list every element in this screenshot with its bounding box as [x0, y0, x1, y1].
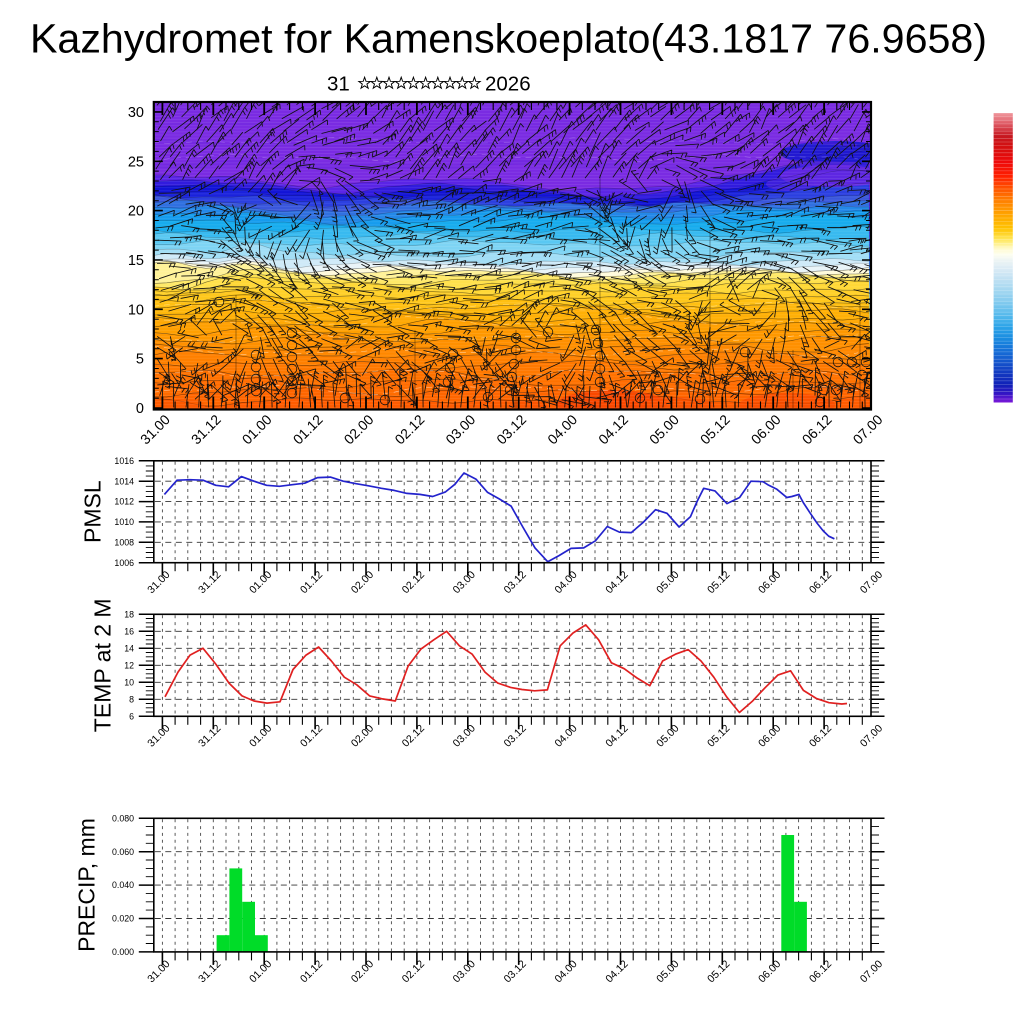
svg-text:07.00: 07.00 [858, 722, 885, 749]
svg-text:20: 20 [128, 204, 144, 220]
svg-text:31.12: 31.12 [196, 569, 223, 596]
svg-text:02.12: 02.12 [391, 411, 427, 447]
svg-text:03.00: 03.00 [451, 958, 478, 985]
svg-text:01.12: 01.12 [298, 569, 325, 596]
svg-text:31: 31 [327, 73, 350, 96]
svg-text:03.00: 03.00 [442, 411, 478, 447]
svg-text:04.00: 04.00 [552, 958, 579, 985]
svg-text:PMSL: PMSL [80, 480, 106, 543]
svg-text:5: 5 [136, 352, 144, 368]
svg-text:04.12: 04.12 [603, 722, 630, 749]
svg-text:03.12: 03.12 [502, 569, 529, 596]
svg-text:01.00: 01.00 [239, 411, 275, 447]
svg-text:10: 10 [128, 302, 144, 318]
svg-text:06.00: 06.00 [756, 569, 783, 596]
svg-text:16: 16 [124, 626, 134, 636]
svg-text:31.00: 31.00 [145, 722, 172, 749]
svg-text:6: 6 [129, 711, 134, 721]
svg-text:8: 8 [129, 694, 134, 704]
svg-text:04.00: 04.00 [552, 722, 579, 749]
svg-text:0.080: 0.080 [112, 813, 134, 823]
svg-text:05.00: 05.00 [654, 722, 681, 749]
svg-text:02.00: 02.00 [349, 722, 376, 749]
svg-text:02.12: 02.12 [400, 722, 427, 749]
svg-text:1006: 1006 [114, 558, 134, 568]
svg-text:05.00: 05.00 [654, 569, 681, 596]
svg-text:01.00: 01.00 [247, 958, 274, 985]
svg-text:05.12: 05.12 [705, 569, 732, 596]
svg-text:PRECIP, mm: PRECIP, mm [74, 818, 100, 952]
svg-text:Kazhydromet for Kamenskoeplato: Kazhydromet for Kamenskoeplato(43.1817 7… [30, 16, 987, 62]
svg-text:1016: 1016 [114, 456, 134, 466]
svg-text:03.00: 03.00 [451, 722, 478, 749]
svg-text:04.12: 04.12 [595, 411, 631, 447]
svg-text:01.00: 01.00 [247, 569, 274, 596]
svg-text:07.00: 07.00 [858, 569, 885, 596]
svg-text:05.12: 05.12 [705, 958, 732, 985]
svg-text:06.12: 06.12 [807, 569, 834, 596]
svg-text:05.12: 05.12 [697, 411, 733, 447]
svg-text:06.00: 06.00 [756, 722, 783, 749]
svg-text:07.00: 07.00 [858, 958, 885, 985]
svg-text:31.00: 31.00 [145, 569, 172, 596]
svg-text:06.00: 06.00 [756, 958, 783, 985]
svg-text:02.00: 02.00 [341, 411, 377, 447]
svg-text:0.020: 0.020 [112, 914, 134, 924]
svg-text:18: 18 [124, 609, 134, 619]
svg-text:31.12: 31.12 [188, 411, 224, 447]
svg-text:0.000: 0.000 [112, 947, 134, 957]
svg-text:06.00: 06.00 [748, 411, 784, 447]
svg-text:07.00: 07.00 [850, 411, 886, 447]
svg-text:31.00: 31.00 [145, 958, 172, 985]
svg-text:03.12: 03.12 [502, 958, 529, 985]
svg-text:1012: 1012 [114, 497, 134, 507]
svg-text:10: 10 [124, 677, 134, 687]
svg-text:06.12: 06.12 [807, 722, 834, 749]
svg-text:1010: 1010 [114, 517, 134, 527]
svg-text:04.12: 04.12 [603, 958, 630, 985]
svg-text:1014: 1014 [114, 476, 134, 486]
svg-text:03.00: 03.00 [451, 569, 478, 596]
svg-text:06.12: 06.12 [807, 958, 834, 985]
svg-text:02.12: 02.12 [400, 958, 427, 985]
svg-text:05.00: 05.00 [646, 411, 682, 447]
svg-text:04.00: 04.00 [544, 411, 580, 447]
svg-text:15: 15 [128, 253, 144, 269]
svg-text:0.060: 0.060 [112, 847, 134, 857]
svg-text:05.00: 05.00 [654, 958, 681, 985]
svg-text:25: 25 [128, 154, 144, 170]
svg-text:01.00: 01.00 [247, 722, 274, 749]
svg-text:01.12: 01.12 [290, 411, 326, 447]
svg-text:14: 14 [124, 643, 134, 653]
svg-text:01.12: 01.12 [298, 722, 325, 749]
svg-text:0: 0 [136, 401, 144, 417]
svg-text:12: 12 [124, 660, 134, 670]
svg-text:31.12: 31.12 [196, 958, 223, 985]
svg-text:2026: 2026 [485, 73, 531, 96]
svg-text:02.00: 02.00 [349, 569, 376, 596]
svg-text:05.12: 05.12 [705, 722, 732, 749]
svg-text:06.12: 06.12 [799, 411, 835, 447]
svg-text:04.12: 04.12 [603, 569, 630, 596]
svg-text:02.00: 02.00 [349, 958, 376, 985]
svg-text:TEMP at 2 M: TEMP at 2 M [90, 598, 116, 732]
svg-text:01.12: 01.12 [298, 958, 325, 985]
svg-text:03.12: 03.12 [493, 411, 529, 447]
svg-text:03.12: 03.12 [502, 722, 529, 749]
svg-text:04.00: 04.00 [552, 569, 579, 596]
svg-text:0.040: 0.040 [112, 880, 134, 890]
svg-text:31.12: 31.12 [196, 722, 223, 749]
svg-text:30: 30 [128, 105, 144, 121]
svg-text:02.12: 02.12 [400, 569, 427, 596]
svg-text:1008: 1008 [114, 537, 134, 547]
